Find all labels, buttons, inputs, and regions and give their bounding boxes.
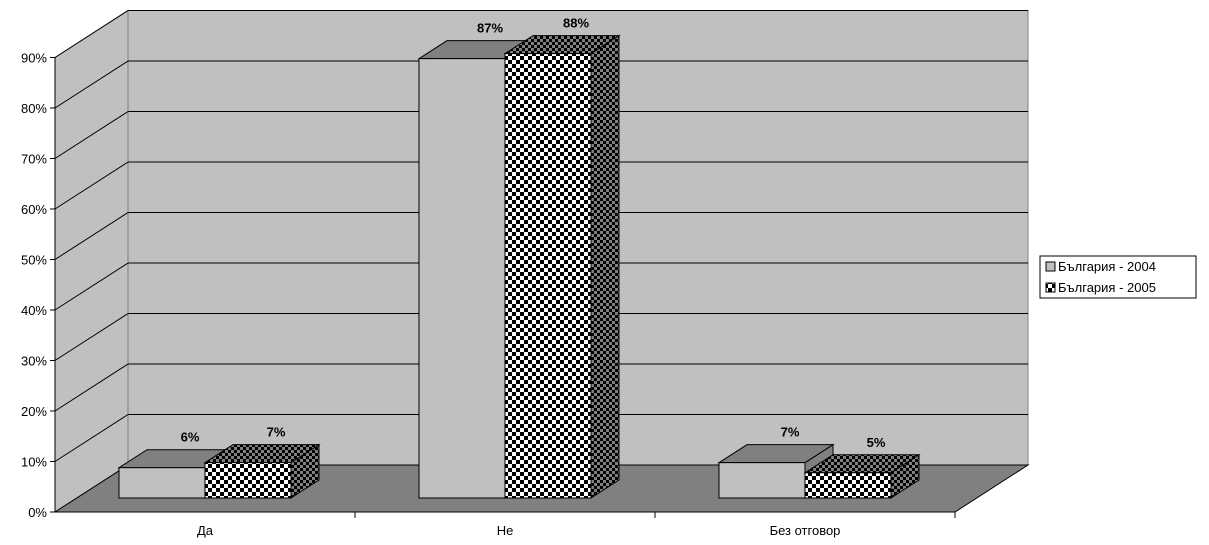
- gridline-side: [54, 414, 129, 462]
- y-tick-label: 50%: [21, 253, 47, 268]
- bar-front: [418, 58, 506, 499]
- y-tick-label: 90%: [21, 51, 47, 66]
- bar: [203, 443, 321, 499]
- data-label: 87%: [477, 21, 503, 36]
- bar-front: [204, 462, 292, 499]
- bar: [803, 453, 921, 499]
- bar-front: [804, 472, 892, 499]
- data-label: 88%: [563, 16, 589, 31]
- category-label: Без отговор: [770, 523, 841, 538]
- gridline-side: [54, 212, 129, 260]
- data-label: 5%: [867, 435, 886, 450]
- legend-label-2005: България - 2005: [1058, 280, 1156, 295]
- y-tick-label: 60%: [21, 202, 47, 217]
- data-label: 6%: [181, 430, 200, 445]
- legend: България - 2004 България - 2005: [1039, 255, 1197, 299]
- category-label: Не: [497, 523, 514, 538]
- y-tick-label: 70%: [21, 152, 47, 167]
- y-tick-label: 80%: [21, 101, 47, 116]
- data-label: 7%: [267, 425, 286, 440]
- gridline-side: [54, 10, 129, 58]
- category-label: Да: [197, 523, 214, 538]
- legend-swatch-2004: [1045, 261, 1056, 272]
- gridline-side: [54, 60, 129, 109]
- legend-label-2004: България - 2004: [1058, 259, 1156, 274]
- y-tick-label: 30%: [21, 354, 47, 369]
- bar-side: [590, 34, 620, 499]
- bar-front: [504, 53, 592, 499]
- bar-front: [118, 467, 206, 499]
- axes: 0% 10% 20% 30% 40% 50% 60% 70% 80% 90% Да Не Без отг…: [21, 51, 956, 538]
- y-tick-label: 0%: [28, 505, 47, 520]
- y-tick-label: 20%: [21, 404, 47, 419]
- legend-swatch-2005: [1045, 282, 1056, 293]
- data-label: 7%: [781, 425, 800, 440]
- gridline-side: [54, 313, 129, 361]
- gridline-side: [54, 111, 129, 159]
- bars: 6% 7% 87% 88% 7% 5%: [117, 16, 921, 499]
- bar: [503, 34, 621, 499]
- gridline-side: [54, 262, 129, 311]
- gridline-side: [54, 161, 129, 210]
- legend-box: [1039, 255, 1197, 299]
- bar-front: [718, 462, 806, 499]
- side-wall: [54, 9, 129, 513]
- y-tick-label: 10%: [21, 455, 47, 470]
- gridline-side: [54, 363, 129, 412]
- y-tick-label: 40%: [21, 303, 47, 318]
